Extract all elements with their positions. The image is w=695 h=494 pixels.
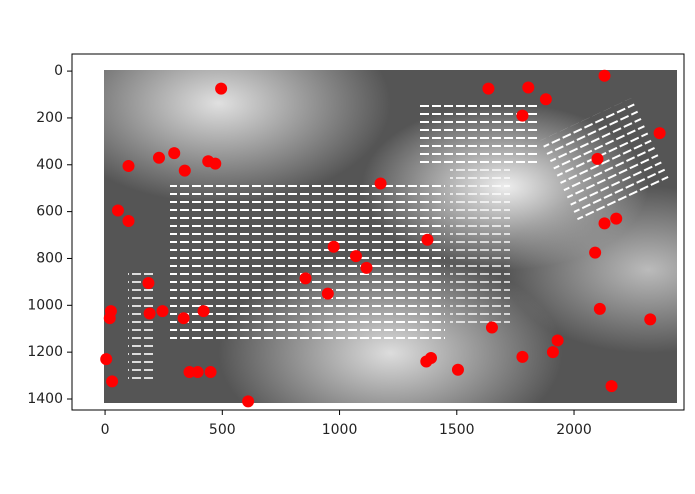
point <box>551 334 564 347</box>
point <box>106 375 119 388</box>
point <box>204 366 217 379</box>
point <box>177 312 190 325</box>
point <box>539 93 552 106</box>
point <box>183 366 196 379</box>
point <box>299 272 312 285</box>
point <box>122 214 135 227</box>
point <box>168 147 181 160</box>
point <box>242 395 255 408</box>
point <box>516 350 529 363</box>
point <box>122 159 135 172</box>
x-tick-label: 500 <box>209 422 236 438</box>
point <box>546 346 559 359</box>
x-tick-label: 1000 <box>322 422 358 438</box>
point <box>485 321 498 334</box>
y-tick-label: 600 <box>36 204 63 220</box>
point <box>156 305 169 318</box>
point <box>111 204 124 217</box>
point <box>644 313 657 326</box>
point <box>103 312 116 325</box>
y-tick-label: 0 <box>54 63 63 79</box>
point <box>360 261 373 274</box>
point <box>327 240 340 253</box>
point <box>482 82 495 95</box>
y-tick-label: 1000 <box>27 297 63 313</box>
point <box>591 152 604 165</box>
point <box>598 69 611 82</box>
point <box>653 127 666 140</box>
point <box>421 233 434 246</box>
point <box>516 109 529 122</box>
axes-frame <box>71 53 685 411</box>
y-tick-label: 1200 <box>27 344 63 360</box>
point <box>424 352 437 365</box>
point <box>605 380 618 393</box>
point <box>143 307 156 320</box>
point <box>522 81 535 94</box>
y-tick-label: 1400 <box>27 391 63 407</box>
point <box>152 151 165 164</box>
point <box>178 164 191 177</box>
background-image <box>104 70 677 403</box>
point <box>374 177 387 190</box>
point <box>215 82 228 95</box>
point <box>589 246 602 259</box>
point <box>610 212 623 225</box>
x-tick-label: 1500 <box>439 422 475 438</box>
point <box>100 353 113 366</box>
x-tick-label: 2000 <box>556 422 592 438</box>
x-tick-label: 0 <box>101 422 110 438</box>
point <box>142 277 155 290</box>
point <box>349 250 362 263</box>
point <box>191 366 204 379</box>
y-tick-label: 200 <box>36 110 63 126</box>
point <box>593 302 606 315</box>
y-tick-label: 400 <box>36 157 63 173</box>
point <box>598 217 611 230</box>
point <box>321 287 334 300</box>
point <box>197 305 210 318</box>
y-tick-label: 800 <box>36 250 63 266</box>
point <box>209 157 222 170</box>
point <box>451 363 464 376</box>
